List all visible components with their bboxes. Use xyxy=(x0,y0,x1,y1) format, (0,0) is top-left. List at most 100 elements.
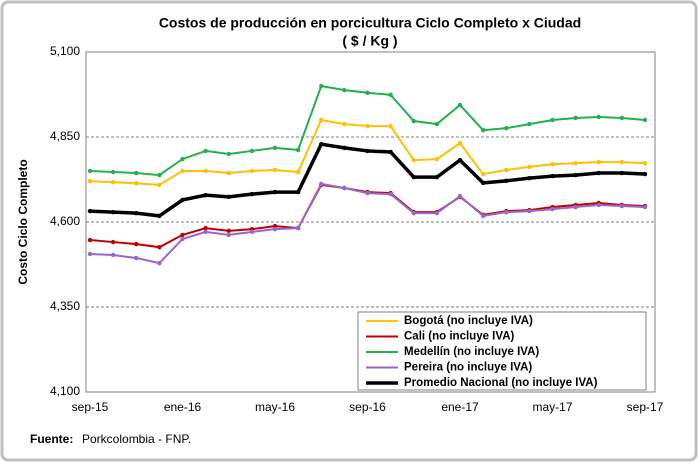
point xyxy=(342,145,347,151)
point xyxy=(180,197,185,203)
point xyxy=(110,252,116,258)
point xyxy=(596,114,601,120)
y-tick-label: 4,100 xyxy=(50,384,80,398)
point xyxy=(272,226,278,232)
source-label: Fuente: xyxy=(30,432,73,446)
point xyxy=(203,148,208,154)
point xyxy=(434,174,440,180)
point xyxy=(134,170,139,176)
point xyxy=(157,260,162,266)
point xyxy=(457,193,463,199)
point xyxy=(388,123,393,129)
point xyxy=(226,170,231,176)
point xyxy=(504,178,509,184)
point xyxy=(527,175,532,181)
point xyxy=(180,236,185,242)
point xyxy=(573,204,578,210)
point xyxy=(642,171,648,177)
point xyxy=(619,115,625,121)
point xyxy=(596,159,601,165)
point xyxy=(319,117,324,123)
point xyxy=(272,223,278,229)
point xyxy=(527,121,532,127)
point xyxy=(157,172,162,178)
x-tick-label: may-17 xyxy=(532,400,572,414)
point xyxy=(365,148,370,154)
point xyxy=(619,159,625,165)
point xyxy=(642,204,648,210)
point xyxy=(342,185,347,191)
point xyxy=(180,168,185,174)
y-tick-label: 4,850 xyxy=(50,129,80,143)
point xyxy=(157,213,162,219)
point xyxy=(249,191,255,197)
point xyxy=(157,244,162,250)
point xyxy=(110,239,116,245)
point xyxy=(134,255,139,261)
point xyxy=(457,140,463,146)
point xyxy=(110,180,116,185)
point xyxy=(434,156,440,162)
point xyxy=(388,92,393,98)
legend-label: Pereira (no incluye IVA) xyxy=(404,362,532,374)
point xyxy=(319,181,324,187)
point xyxy=(226,151,231,157)
point xyxy=(87,237,93,243)
chart-subtitle: ( $ / Kg ) xyxy=(342,33,397,49)
point xyxy=(411,157,416,163)
point xyxy=(527,164,532,170)
point xyxy=(203,168,208,174)
point xyxy=(596,170,601,176)
point xyxy=(411,210,416,216)
point xyxy=(619,170,625,176)
point xyxy=(504,167,509,173)
point xyxy=(87,208,93,214)
point xyxy=(573,172,578,178)
legend-label: Cali (no incluye IVA) xyxy=(404,331,514,343)
point xyxy=(619,203,625,209)
point xyxy=(480,128,486,133)
y-tick-label: 4,350 xyxy=(50,299,80,313)
point xyxy=(203,225,208,231)
point xyxy=(110,169,116,175)
source: Porkcolombia - FNP. xyxy=(82,432,191,446)
point xyxy=(365,123,370,129)
point xyxy=(642,117,648,123)
point xyxy=(480,213,486,219)
point xyxy=(434,121,440,127)
point xyxy=(272,189,278,195)
point xyxy=(180,232,185,238)
point xyxy=(642,160,648,166)
point xyxy=(226,228,231,234)
point xyxy=(365,90,370,96)
point xyxy=(272,167,278,173)
legend-label: Bogotá (no incluye IVA) xyxy=(404,315,533,327)
point xyxy=(480,180,486,186)
point xyxy=(180,156,185,162)
x-tick-label: sep-16 xyxy=(349,400,386,414)
point xyxy=(87,168,93,174)
point xyxy=(504,209,509,215)
point xyxy=(342,87,347,93)
point xyxy=(249,229,255,235)
point xyxy=(295,147,301,153)
point xyxy=(203,229,208,235)
point xyxy=(203,192,208,198)
point xyxy=(226,194,231,200)
point xyxy=(295,225,301,231)
point xyxy=(226,232,231,238)
point xyxy=(134,241,139,247)
x-tick-label: sep-15 xyxy=(72,400,109,414)
point xyxy=(249,168,255,174)
point xyxy=(480,171,486,177)
legend-label: Medellín (no incluye IVA) xyxy=(404,346,539,358)
point xyxy=(411,174,416,180)
point xyxy=(319,83,324,89)
point xyxy=(87,251,93,257)
x-tick-label: may-16 xyxy=(255,400,295,414)
chart-title: Costos de producción en porcicultura Cic… xyxy=(159,15,581,31)
point xyxy=(342,121,347,127)
point xyxy=(411,118,416,124)
